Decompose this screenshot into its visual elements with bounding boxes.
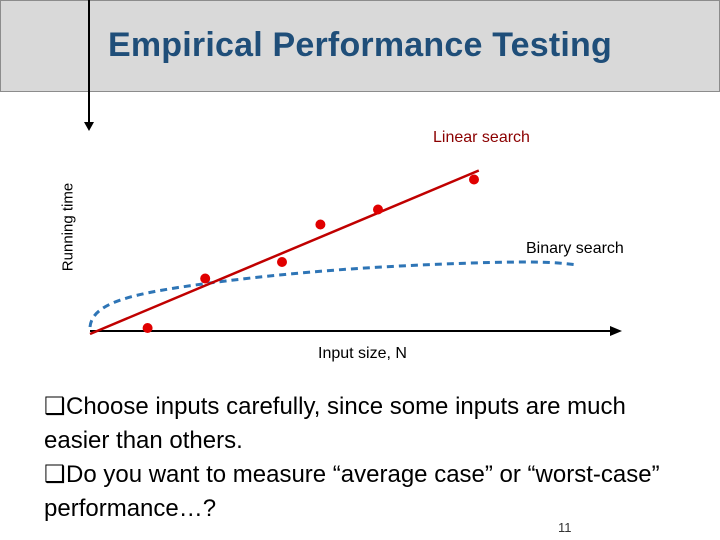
slide-title: Empirical Performance Testing xyxy=(108,26,612,64)
x-axis-label: Input size, N xyxy=(318,345,407,362)
title-band xyxy=(0,0,720,92)
data-point xyxy=(469,174,479,185)
linear-search-label: Linear search xyxy=(433,129,530,146)
bullet-item: ❑Do you want to measure “average case” o… xyxy=(44,458,684,526)
data-point xyxy=(142,323,153,333)
binary-search-curve xyxy=(88,260,579,328)
binary-search-label: Binary search xyxy=(526,240,624,257)
x-axis-arrowhead xyxy=(610,326,622,336)
data-points xyxy=(142,174,479,333)
y-axis-label: Running time xyxy=(59,182,77,272)
bullet-list: ❑Choose inputs carefully, since some inp… xyxy=(44,390,684,526)
bullet-text: Choose inputs carefully, since some inpu… xyxy=(44,393,626,454)
vertical-divider-line xyxy=(88,0,90,124)
data-point xyxy=(315,219,326,230)
linear-search-line xyxy=(89,169,480,336)
data-point xyxy=(277,257,287,267)
checkbox-bullet-icon: ❑ xyxy=(44,393,66,420)
page-number: 11 xyxy=(558,520,572,535)
bullet-text: Do you want to measure “average case” or… xyxy=(44,461,660,522)
data-point xyxy=(200,273,211,284)
data-point xyxy=(373,204,383,215)
divider-arrowhead-icon xyxy=(84,122,94,131)
checkbox-bullet-icon: ❑ xyxy=(44,461,66,488)
bullet-item: ❑Choose inputs carefully, since some inp… xyxy=(44,390,684,458)
